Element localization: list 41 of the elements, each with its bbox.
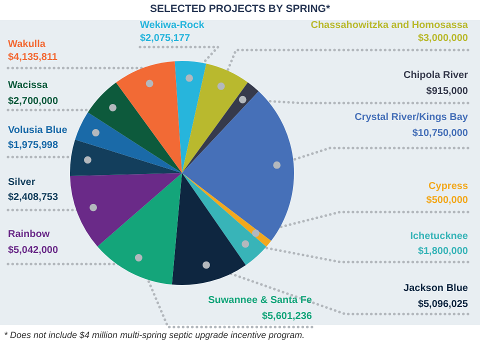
pie-slice (97, 173, 182, 285)
pie-slice (75, 112, 182, 173)
text: * Does not include $4 million multi-spring septic upgrade incentive program. (4, 330, 305, 340)
pie-slice (182, 173, 272, 247)
chart-title: SELECTED PROJECTS BY SPRING* (150, 3, 331, 15)
data-label: $10,750,000 (412, 128, 468, 139)
slice-label: Suwannee & Santa Fe (208, 295, 312, 306)
slice-label: Wacissa (8, 80, 48, 91)
data-label: $2,700,000 (8, 96, 58, 107)
pie-slice (182, 82, 259, 173)
data-label: $4,135,811 (8, 52, 58, 63)
slice-label: Chipola River (404, 70, 468, 81)
pie-slice (182, 91, 294, 241)
pie-slice (174, 61, 206, 173)
data-label: $1,975,998 (8, 140, 58, 151)
slice-label: Volusia Blue (8, 125, 68, 136)
pie-slice (116, 61, 182, 173)
slice-label: Jackson Blue (404, 283, 468, 294)
data-label: $5,096,025 (418, 299, 468, 310)
data-label: $2,408,753 (8, 192, 58, 203)
pie-slice (70, 140, 182, 176)
pie-slice (70, 173, 182, 246)
slice-label: Chassahowitzka and Homosassa (310, 20, 468, 31)
data-label: $1,800,000 (418, 246, 468, 257)
slice-label: Ichetucknee (410, 231, 468, 242)
data-label: $5,042,000 (8, 245, 58, 256)
slice-label: Wekiwa-Rock (140, 20, 205, 31)
data-label: $3,000,000 (418, 33, 468, 44)
slice-label: Crystal River/Kings Bay (354, 112, 468, 123)
data-label: $915,000 (426, 86, 468, 97)
data-label: $5,601,236 (262, 311, 312, 322)
slice-label: Rainbow (8, 229, 50, 240)
slice-label: Wakulla (8, 39, 46, 50)
slice-label: Cypress (428, 181, 468, 192)
data-label: $500,000 (426, 195, 468, 206)
pie-slice (182, 64, 248, 173)
pie-slice (88, 82, 182, 173)
slice-label: Silver (8, 177, 36, 188)
pie-slice (172, 173, 246, 285)
data-label: $2,075,177 (140, 33, 190, 44)
pie-slice (182, 173, 266, 266)
